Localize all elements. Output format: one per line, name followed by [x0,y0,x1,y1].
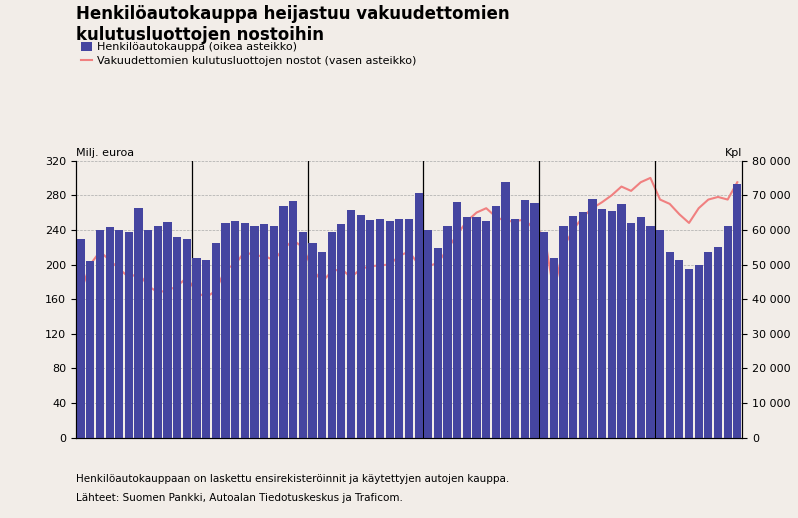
Bar [395,220,404,438]
Text: Lähteet: Suomen Pankki, Autoalan Tiedotuskeskus ja Traficom.: Lähteet: Suomen Pankki, Autoalan Tiedotu… [76,493,403,503]
Bar [714,247,722,438]
Bar [705,252,713,438]
Bar [279,206,287,438]
Bar [115,230,124,438]
Legend: Henkilöautokauppa (oikea asteikko), Vakuudettomien kulutusluottojen nostot (vase: Henkilöautokauppa (oikea asteikko), Vaku… [81,42,417,66]
Bar [598,209,606,438]
Bar [183,238,191,438]
Text: Kpl: Kpl [725,148,742,158]
Bar [646,225,654,438]
Bar [656,230,664,438]
Bar [540,233,548,438]
Bar [202,260,211,438]
Bar [627,223,635,438]
Bar [260,224,268,438]
Bar [444,225,452,438]
Bar [453,202,461,438]
Bar [105,227,113,438]
Bar [385,221,393,438]
Bar [463,217,471,438]
Bar [434,248,442,438]
Text: Milj. euroa: Milj. euroa [76,148,134,158]
Bar [492,206,500,438]
Bar [511,220,519,438]
Bar [77,238,85,438]
Bar [192,258,200,438]
Bar [569,216,577,438]
Bar [618,204,626,438]
Bar [685,269,693,438]
Text: kulutusluottojen nostoihin: kulutusluottojen nostoihin [76,26,324,44]
Bar [144,230,152,438]
Bar [357,215,365,438]
Bar [251,225,259,438]
Bar [173,237,181,438]
Bar [666,252,674,438]
Bar [366,220,374,438]
Bar [164,222,172,438]
Bar [588,199,597,438]
Bar [86,261,94,438]
Text: Henkilöautokauppa heijastuu vakuudettomien: Henkilöautokauppa heijastuu vakuudettomi… [76,5,509,23]
Bar [318,252,326,438]
Bar [231,221,239,438]
Bar [425,230,433,438]
Bar [675,260,683,438]
Bar [338,224,346,438]
Bar [211,243,220,438]
Bar [414,194,423,438]
Bar [733,184,741,438]
Bar [550,258,558,438]
Bar [347,210,355,438]
Bar [124,232,133,438]
Bar [579,212,587,438]
Bar [376,220,384,438]
Bar [270,225,278,438]
Bar [96,230,104,438]
Bar [637,217,645,438]
Bar [559,226,567,438]
Bar [694,265,703,438]
Bar [482,221,490,438]
Bar [241,223,249,438]
Bar [154,225,162,438]
Bar [472,217,480,438]
Bar [531,203,539,438]
Bar [501,182,510,438]
Bar [405,219,413,438]
Bar [328,233,336,438]
Bar [308,243,317,438]
Bar [521,199,529,438]
Bar [221,223,230,438]
Text: Henkilöautokauppaan on laskettu ensirekisteröinnit ja käytettyjen autojen kauppa: Henkilöautokauppaan on laskettu ensireki… [76,474,509,484]
Bar [607,211,616,438]
Bar [135,208,143,438]
Bar [289,202,297,438]
Bar [298,233,307,438]
Bar [724,225,732,438]
